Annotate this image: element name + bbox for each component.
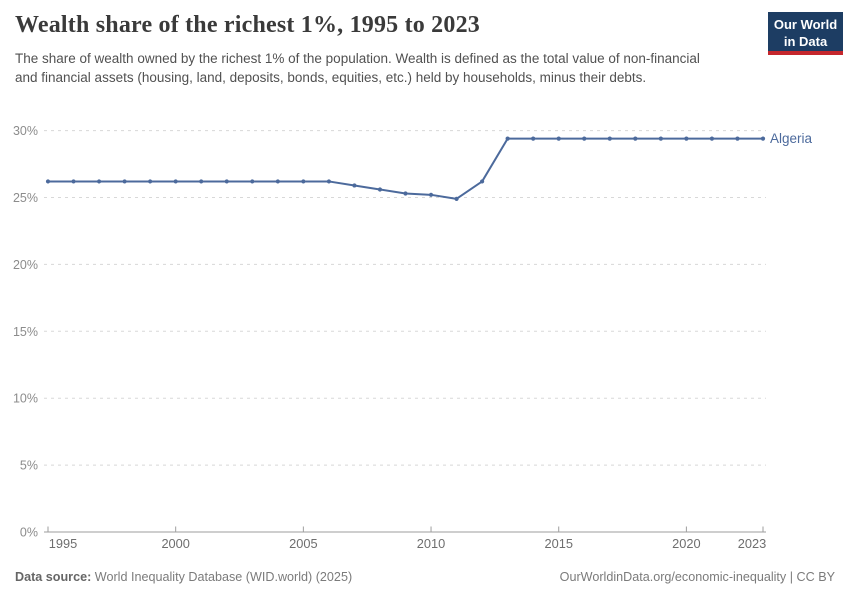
data-point (326, 179, 331, 184)
data-point (735, 136, 740, 141)
data-source-label: Data source: (15, 570, 92, 584)
chart-subtitle: The share of wealth owned by the richest… (15, 51, 700, 85)
data-point (505, 136, 510, 141)
data-point (250, 179, 255, 184)
owid-logo: Our World in Data (768, 12, 843, 55)
owid-logo-red-bar (768, 51, 843, 55)
y-axis-label: 10% (13, 392, 38, 406)
x-axis-label: 2020 (672, 536, 700, 551)
data-point (403, 191, 408, 196)
data-point (684, 136, 689, 141)
y-axis-label: 25% (13, 191, 38, 205)
data-point (224, 179, 229, 184)
series-end-label-algeria: Algeria (770, 131, 813, 146)
y-axis-label: 30% (13, 124, 38, 138)
y-axis-label: 0% (20, 526, 38, 540)
series-line-algeria (47, 137, 764, 200)
data-point (377, 187, 383, 192)
data-source-value: World Inequality Database (WID.world) (2… (91, 570, 353, 584)
chart-title: Wealth share of the richest 1%, 1995 to … (15, 12, 480, 38)
attribution: OurWorldinData.org/economic-inequality |… (559, 570, 835, 584)
data-point (556, 136, 561, 141)
data-point (633, 136, 638, 141)
data-point (122, 179, 127, 184)
data-point (352, 183, 357, 188)
data-point (607, 136, 612, 141)
owid-logo-line2: in Data (783, 33, 828, 49)
data-point (71, 179, 76, 184)
data-point (199, 179, 204, 184)
data-point (454, 196, 459, 201)
x-axis-label: 1995 (49, 536, 77, 551)
data-point (301, 179, 306, 184)
y-axis-label: 20% (13, 258, 38, 272)
data-point (480, 179, 485, 184)
data-point (428, 192, 434, 197)
data-point (658, 136, 663, 141)
data-source: Data source: World Inequality Database (… (15, 570, 352, 584)
data-point (275, 179, 280, 184)
data-point (582, 136, 587, 141)
data-point (760, 136, 766, 141)
y-axis-label: 15% (13, 325, 38, 339)
data-point (173, 179, 178, 184)
x-axis-label: 2000 (161, 536, 189, 551)
owid-logo-line1: Our World (773, 17, 838, 32)
x-axis-label: 2023 (738, 536, 766, 551)
data-point (709, 136, 715, 141)
data-point (96, 179, 102, 184)
data-point (148, 179, 153, 184)
data-point (531, 136, 536, 141)
data-point (45, 179, 51, 184)
x-axis-label: 2005 (289, 536, 317, 551)
x-axis-label: 2015 (544, 536, 572, 551)
x-axis-label: 2010 (417, 536, 445, 551)
y-axis-label: 5% (20, 459, 38, 473)
